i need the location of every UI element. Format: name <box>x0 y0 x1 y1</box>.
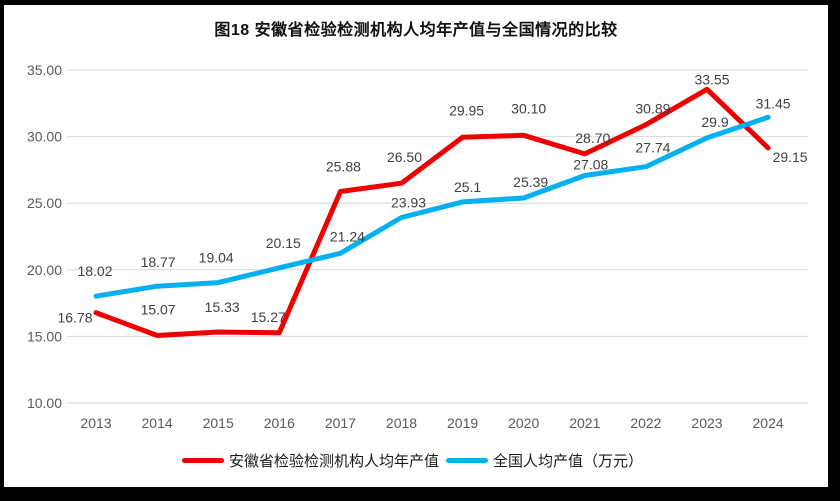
x-tick-label: 2015 <box>203 415 234 431</box>
data-label: 16.78 <box>57 310 92 326</box>
data-label: 15.27 <box>251 309 286 325</box>
data-label: 25.39 <box>513 174 548 190</box>
plot-canvas: 35.00 30.00 25.00 20.00 15.00 10.00 2013 2014 20… <box>27 62 808 431</box>
data-label: 18.77 <box>141 254 176 270</box>
x-tick-label: 2022 <box>630 415 661 431</box>
legend: 安徽省检验检测机构人均年产值 全国人均产值（万元） <box>4 450 828 471</box>
data-label: 19.04 <box>199 250 234 266</box>
x-tick-label: 2021 <box>569 415 600 431</box>
y-tick-label: 20.00 <box>27 262 62 278</box>
x-tick-label: 2018 <box>386 415 417 431</box>
x-tick-label: 2016 <box>264 415 295 431</box>
legend-label-national: 全国人均产值（万元） <box>493 453 644 470</box>
data-label: 25.88 <box>326 158 361 174</box>
data-label: 18.02 <box>77 263 112 279</box>
data-label: 31.45 <box>756 95 791 111</box>
y-tick-label: 35.00 <box>27 62 62 78</box>
data-label: 21.24 <box>330 228 365 244</box>
data-label: 29.95 <box>449 102 484 118</box>
x-tick-label: 2020 <box>508 415 539 431</box>
data-label: 27.74 <box>635 140 670 156</box>
data-label: 26.50 <box>387 149 422 165</box>
x-tick-label: 2019 <box>447 415 478 431</box>
data-label: 30.10 <box>511 100 546 116</box>
data-label: 15.33 <box>205 299 240 315</box>
y-tick-label: 25.00 <box>27 195 62 211</box>
legend-swatch-national <box>446 458 488 463</box>
data-label: 33.55 <box>694 71 729 87</box>
y-tick-label: 10.00 <box>27 395 62 411</box>
data-label: 30.89 <box>635 101 670 117</box>
data-label: 29.15 <box>773 149 808 165</box>
data-label: 29.9 <box>701 114 728 130</box>
y-tick-label: 30.00 <box>27 129 62 145</box>
x-tick-label: 2024 <box>753 415 784 431</box>
data-label: 20.15 <box>266 235 301 251</box>
legend-swatch-anhui <box>181 458 224 463</box>
data-label: 27.08 <box>573 156 608 172</box>
data-label: 28.70 <box>575 130 610 146</box>
legend-label-anhui: 安徽省检验检测机构人均年产值 <box>228 453 439 470</box>
series-line-anhui <box>93 86 771 338</box>
x-tick-label: 2023 <box>691 415 722 431</box>
series-line-national <box>93 114 771 299</box>
data-label: 25.1 <box>454 179 481 195</box>
x-tick-label: 2017 <box>325 415 356 431</box>
x-tick-label: 2014 <box>142 415 173 431</box>
y-tick-label: 15.00 <box>27 328 62 344</box>
chart-title: 图18 安徽省检验检测机构人均年产值与全国情况的比较 <box>214 22 618 39</box>
x-tick-label: 2013 <box>80 415 111 431</box>
data-label: 23.93 <box>391 194 426 210</box>
data-label: 15.07 <box>141 301 176 317</box>
